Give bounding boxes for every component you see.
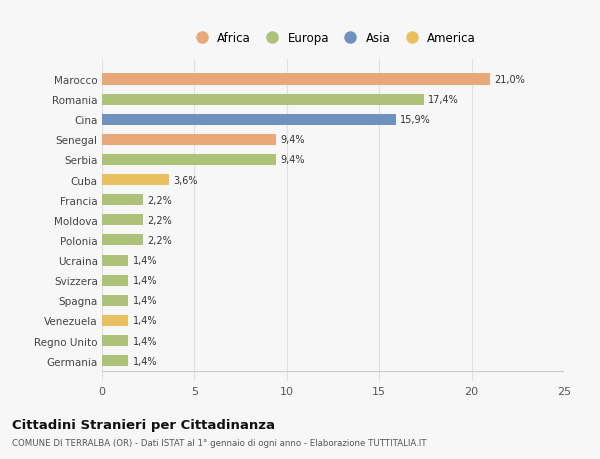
Bar <box>102 215 143 226</box>
Text: COMUNE DI TERRALBA (OR) - Dati ISTAT al 1° gennaio di ogni anno - Elaborazione T: COMUNE DI TERRALBA (OR) - Dati ISTAT al … <box>12 438 427 448</box>
Text: 1,4%: 1,4% <box>133 256 157 265</box>
Text: 9,4%: 9,4% <box>280 135 305 145</box>
Text: 15,9%: 15,9% <box>400 115 431 125</box>
Text: 2,2%: 2,2% <box>147 195 172 205</box>
Bar <box>102 74 490 85</box>
Text: 2,2%: 2,2% <box>147 215 172 225</box>
Bar <box>102 114 396 125</box>
Bar <box>102 155 276 166</box>
Text: 1,4%: 1,4% <box>133 336 157 346</box>
Bar <box>102 235 143 246</box>
Bar <box>102 335 128 346</box>
Text: 1,4%: 1,4% <box>133 356 157 366</box>
Text: 17,4%: 17,4% <box>428 95 459 105</box>
Bar <box>102 95 424 106</box>
Bar <box>102 134 276 146</box>
Text: 9,4%: 9,4% <box>280 155 305 165</box>
Text: 1,4%: 1,4% <box>133 296 157 306</box>
Text: 1,4%: 1,4% <box>133 316 157 326</box>
Bar <box>102 295 128 306</box>
Text: 1,4%: 1,4% <box>133 275 157 285</box>
Bar <box>102 355 128 366</box>
Bar <box>102 174 169 186</box>
Text: 2,2%: 2,2% <box>147 235 172 246</box>
Text: 21,0%: 21,0% <box>494 75 526 85</box>
Bar <box>102 195 143 206</box>
Bar <box>102 275 128 286</box>
Legend: Africa, Europa, Asia, America: Africa, Europa, Asia, America <box>185 27 481 50</box>
Bar <box>102 315 128 326</box>
Text: Cittadini Stranieri per Cittadinanza: Cittadini Stranieri per Cittadinanza <box>12 418 275 431</box>
Text: 3,6%: 3,6% <box>173 175 197 185</box>
Bar <box>102 255 128 266</box>
